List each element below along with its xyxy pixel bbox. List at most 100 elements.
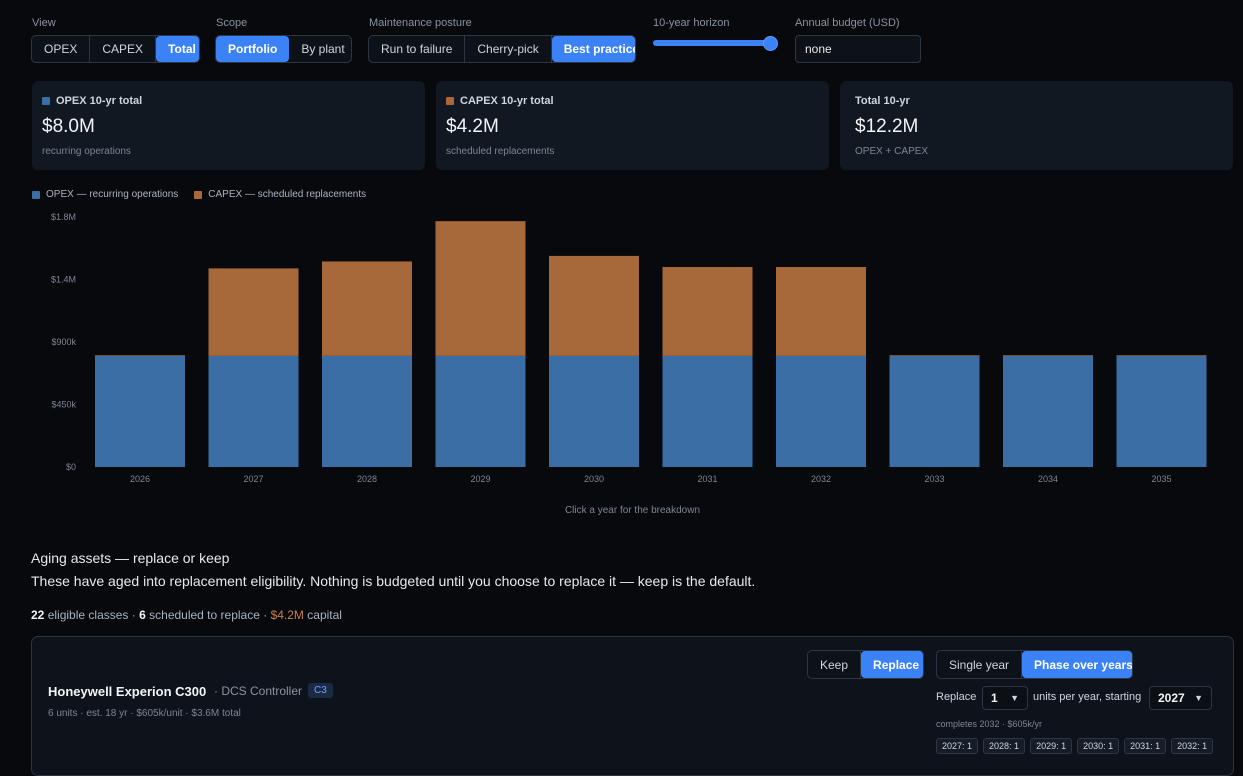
capex-swatch-icon	[194, 190, 203, 199]
x-tick-label: 2035	[1151, 474, 1171, 484]
posture-segmented-control: Run to failure Cherry-pick Best practice	[368, 35, 636, 63]
x-tick-label: 2033	[924, 474, 944, 484]
opex-bar-2034[interactable]	[1003, 355, 1093, 467]
capex-bar-2033[interactable]	[889, 355, 980, 356]
posture-option-cherry-pick[interactable]: Cherry-pick	[465, 36, 552, 62]
opex-bar-2027[interactable]	[208, 355, 299, 467]
replace-button[interactable]: Replace	[861, 651, 923, 678]
chart-hint: Click a year for the breakdown	[564, 505, 701, 516]
capex-bar-2034[interactable]	[1003, 355, 1093, 356]
card-value: $8.0M	[42, 116, 95, 137]
view-option-total[interactable]: Total	[156, 36, 199, 62]
scope-option-portfolio[interactable]: Portfolio	[216, 36, 290, 62]
cost-bar-chart: $0 $450k $900k $1.4M $1.8M 2026 2027 2028 2029 20…	[51, 212, 1207, 484]
summary-separator: ·	[263, 608, 268, 622]
x-tick-label: 2032	[811, 474, 831, 484]
opex-bar-2030[interactable]	[549, 355, 639, 467]
card-title: CAPEX 10-yr total	[460, 95, 554, 107]
start-year-value: 2027	[1158, 691, 1185, 705]
legend-label: CAPEX — scheduled replacements	[208, 189, 367, 200]
capex-bar-2030[interactable]	[549, 255, 639, 356]
card-subtitle: recurring operations	[42, 146, 131, 157]
y-tick-label: $1.8M	[51, 212, 76, 222]
schedule-chip: 2028: 1	[983, 738, 1026, 754]
opex-bar-2026[interactable]	[95, 355, 185, 467]
capex-bar-2029[interactable]	[435, 221, 526, 356]
posture-option-run-to-failure[interactable]: Run to failure	[369, 36, 466, 62]
aging-assets-description: These have aged into replacement eligibi…	[31, 573, 756, 589]
aging-summary: 22 eligible classes · 6 scheduled to rep…	[31, 608, 342, 622]
phase-over-years-button[interactable]: Phase over years	[1022, 651, 1132, 678]
keep-button[interactable]: Keep	[808, 651, 862, 678]
opex-swatch-icon	[42, 97, 50, 105]
opex-bar-2031[interactable]	[662, 355, 753, 467]
single-year-button[interactable]: Single year	[937, 651, 1023, 678]
units-per-year-select[interactable]: 1 ▼	[982, 686, 1028, 710]
units-per-year-label: units per year, starting	[1033, 691, 1142, 703]
posture-label: Maintenance posture	[369, 17, 472, 29]
capex-bar-2026[interactable]	[95, 355, 185, 356]
y-tick-label: $0	[66, 462, 76, 472]
horizon-slider[interactable]	[653, 36, 778, 51]
capex-total-card: CAPEX 10-yr total $4.2M scheduled replac…	[436, 81, 829, 170]
capex-swatch-icon	[446, 97, 454, 105]
x-tick-label: 2026	[130, 474, 150, 484]
scheduled-count: 6	[139, 608, 146, 622]
schedule-chip: 2029: 1	[1030, 738, 1073, 754]
asset-meta: 6 units · est. 18 yr · $605k/unit · $3.6…	[48, 708, 241, 719]
legend-item-opex: OPEX — recurring operations	[32, 189, 178, 200]
asset-name: Honeywell Experion C300	[48, 684, 207, 699]
card-value: $4.2M	[446, 116, 499, 137]
budget-label: Annual budget (USD)	[795, 17, 900, 29]
capex-bar-2027[interactable]	[208, 268, 299, 356]
opex-bar-2032[interactable]	[776, 355, 866, 467]
opex-bar-2035[interactable]	[1116, 355, 1207, 467]
schedule-chip: 2030: 1	[1077, 738, 1120, 754]
capex-bar-2032[interactable]	[776, 267, 866, 356]
view-label: View	[32, 17, 56, 29]
legend-item-capex: CAPEX — scheduled replacements	[194, 189, 366, 200]
start-year-select[interactable]: 2027 ▼	[1149, 686, 1212, 710]
y-tick-label: $900k	[51, 337, 76, 347]
schedule-chip: 2027: 1	[936, 738, 979, 754]
x-tick-label: 2027	[243, 474, 263, 484]
x-tick-label: 2031	[697, 474, 717, 484]
legend-label: OPEX — recurring operations	[46, 189, 179, 200]
phase-schedule-chips: 2027: 1 2028: 1 2029: 1 2030: 1 2031: 1 2032:…	[936, 738, 1218, 754]
chevron-down-icon: ▼	[1194, 693, 1203, 703]
scope-option-by-plant[interactable]: By plant	[301, 42, 345, 56]
y-tick-label: $450k	[51, 400, 76, 410]
card-title: Total 10-yr	[855, 95, 910, 107]
capex-bar-2031[interactable]	[662, 267, 753, 356]
y-tick-label: $1.4M	[51, 275, 76, 285]
summary-separator: ·	[131, 608, 136, 622]
horizon-slider-thumb[interactable]	[763, 36, 778, 51]
horizon-label: 10-year horizon	[653, 17, 730, 29]
annual-budget-input[interactable]	[795, 35, 921, 63]
horizon-slider-track	[653, 40, 769, 46]
eligible-label: eligible classes	[47, 608, 129, 622]
card-value: $12.2M	[855, 116, 919, 137]
view-option-capex[interactable]: CAPEX	[90, 36, 157, 62]
opex-bar-2033[interactable]	[889, 355, 980, 467]
posture-option-best-practice[interactable]: Best practice	[551, 36, 635, 62]
opex-bar-2028[interactable]	[322, 355, 412, 467]
capex-bar-2028[interactable]	[322, 261, 412, 356]
view-option-opex[interactable]: OPEX	[32, 36, 91, 62]
opex-bar-2029[interactable]	[435, 355, 526, 467]
card-subtitle: OPEX + CAPEX	[855, 146, 929, 157]
card-subtitle: scheduled replacements	[446, 146, 555, 157]
x-tick-label: 2034	[1038, 474, 1058, 484]
schedule-chip: 2032: 1	[1171, 738, 1214, 754]
capex-bar-2035[interactable]	[1116, 355, 1207, 356]
completion-note: completes 2032 · $605k/yr	[936, 719, 1043, 729]
units-value: 1	[991, 691, 998, 705]
scope-segmented-control: Portfolio By plant	[215, 35, 352, 63]
asset-card: Honeywell Experion C300 · DCS Controller…	[31, 636, 1234, 776]
criticality-badge: C3	[308, 683, 333, 698]
keep-replace-toggle: Keep Replace	[807, 650, 924, 679]
opex-swatch-icon	[32, 190, 40, 199]
view-segmented-control: OPEX CAPEX Total	[31, 35, 200, 63]
x-tick-label: 2030	[584, 474, 604, 484]
asset-type: · DCS Controller	[214, 684, 303, 698]
